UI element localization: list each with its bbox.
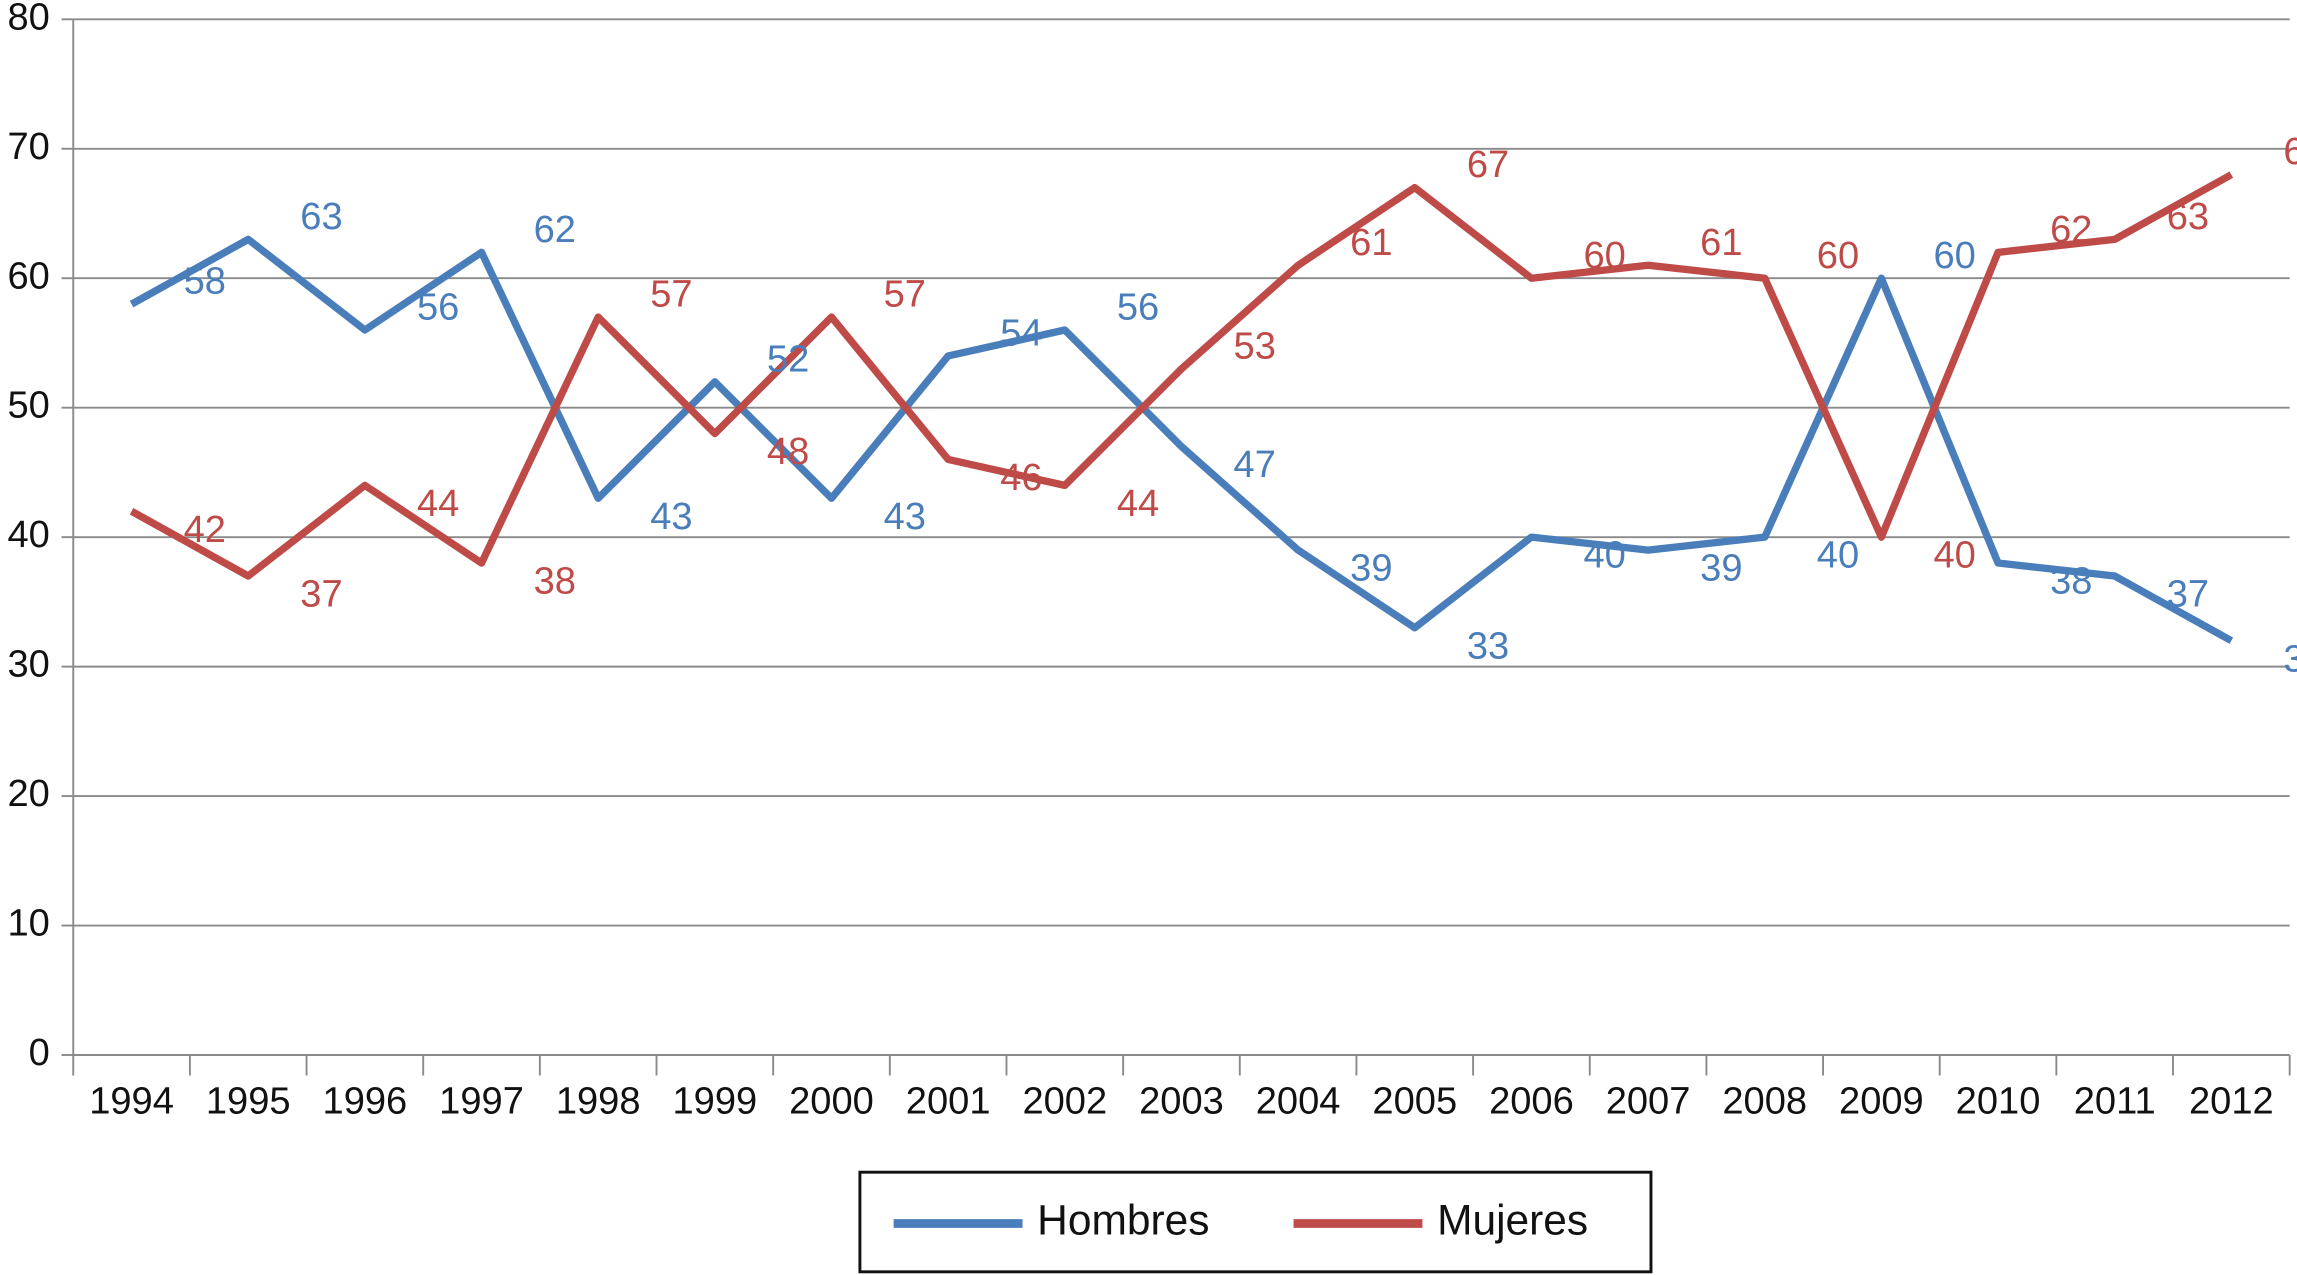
x-tick-label: 2009 [1839, 1080, 1924, 1122]
y-tick-label: 20 [7, 773, 49, 815]
data-label: 44 [417, 483, 459, 525]
data-label: 48 [767, 431, 809, 473]
data-label: 56 [417, 287, 459, 329]
data-label: 43 [650, 496, 692, 538]
data-label: 39 [1350, 548, 1392, 590]
data-label: 61 [1350, 222, 1392, 264]
series-line [129, 235, 2234, 644]
data-label: 67 [1467, 144, 1509, 186]
x-tick-label: 2002 [1022, 1080, 1107, 1122]
data-label: 52 [767, 338, 809, 380]
data-label: 47 [1234, 444, 1276, 486]
data-label: 60 [1933, 235, 1975, 277]
data-label: 40 [1583, 535, 1625, 577]
data-label: 44 [1117, 483, 1159, 525]
data-label: 42 [184, 509, 226, 551]
legend-label: Mujeres [1437, 1198, 1588, 1245]
x-tick-label: 2006 [1489, 1080, 1574, 1122]
data-label: 57 [884, 274, 926, 316]
y-tick-label: 50 [7, 385, 49, 427]
y-tick-label: 70 [7, 126, 49, 168]
data-label: 43 [884, 496, 926, 538]
x-tick-label: 2011 [2074, 1080, 2156, 1122]
x-tick-label: 2007 [1606, 1080, 1691, 1122]
x-tick-label: 1995 [206, 1080, 291, 1122]
data-label: 58 [184, 261, 226, 303]
data-label: 61 [1700, 222, 1742, 264]
data-label: 56 [1117, 287, 1159, 329]
data-label: 54 [1000, 312, 1042, 354]
x-tick-label: 1996 [323, 1080, 408, 1122]
series-line [129, 171, 2234, 580]
data-label: 60 [1817, 235, 1859, 277]
data-label: 40 [1817, 535, 1859, 577]
x-tick-label: 2010 [1956, 1080, 2041, 1122]
y-tick-label: 80 [7, 0, 49, 38]
data-label: 32 [2283, 638, 2297, 680]
data-label: 37 [300, 574, 342, 616]
data-label: 33 [1467, 625, 1509, 667]
y-tick-label: 10 [7, 903, 49, 945]
data-label: 63 [300, 196, 342, 238]
y-tick-label: 0 [29, 1032, 50, 1074]
x-tick-label: 2001 [906, 1080, 991, 1122]
x-tick-label: 2008 [1722, 1080, 1807, 1122]
data-label: 60 [1583, 235, 1625, 277]
data-label: 38 [534, 561, 576, 603]
legend-label: Hombres [1037, 1198, 1209, 1245]
x-tick-label: 1994 [89, 1080, 174, 1122]
x-tick-label: 2004 [1256, 1080, 1341, 1122]
data-label: 68 [2283, 131, 2297, 173]
y-tick-label: 40 [7, 514, 49, 556]
x-tick-label: 2005 [1372, 1080, 1457, 1122]
data-label: 40 [1933, 535, 1975, 577]
x-tick-label: 2003 [1139, 1080, 1224, 1122]
x-tick-label: 1997 [439, 1080, 524, 1122]
data-label: 46 [1000, 457, 1042, 499]
data-label: 53 [1234, 325, 1276, 367]
y-tick-label: 30 [7, 644, 49, 686]
x-tick-label: 1998 [556, 1080, 641, 1122]
data-label: 63 [2167, 196, 2209, 238]
x-tick-label: 2000 [789, 1080, 874, 1122]
x-tick-label: 2012 [2189, 1080, 2274, 1122]
data-label: 57 [650, 274, 692, 316]
x-tick-label: 1999 [672, 1080, 757, 1122]
data-label: 62 [534, 209, 576, 251]
data-label: 62 [2050, 209, 2092, 251]
data-label: 39 [1700, 548, 1742, 590]
data-label: 38 [2050, 561, 2092, 603]
data-label: 37 [2167, 574, 2209, 616]
y-tick-label: 60 [7, 255, 49, 297]
